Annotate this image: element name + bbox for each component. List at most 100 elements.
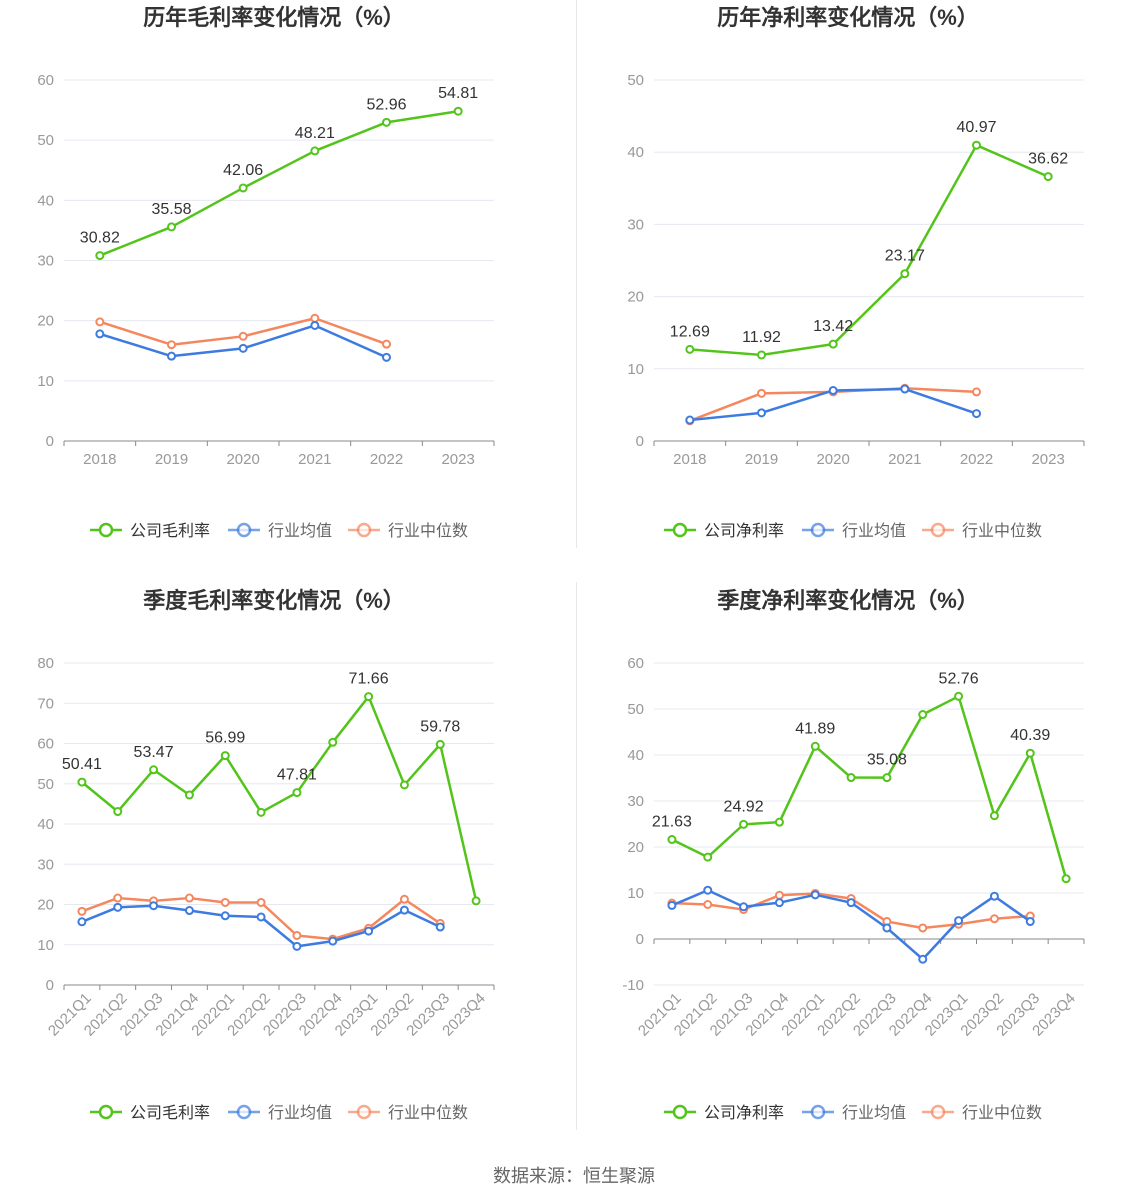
data-point-average[interactable] — [435, 922, 445, 932]
data-point-median[interactable] — [113, 893, 123, 903]
data-point-average[interactable] — [256, 912, 266, 922]
data-point-company[interactable] — [256, 807, 266, 817]
data-point-median[interactable] — [972, 387, 981, 397]
data-point-company[interactable] — [757, 350, 766, 360]
data-point-average[interactable] — [918, 954, 928, 964]
data-point-median[interactable] — [292, 930, 302, 940]
data-point-company[interactable] — [292, 788, 302, 798]
data-point-company[interactable] — [453, 106, 463, 116]
legend-item-average[interactable]: 行业均值 — [802, 522, 906, 540]
data-point-company[interactable] — [95, 251, 105, 261]
data-point-company[interactable] — [685, 344, 695, 354]
data-point-company[interactable] — [382, 117, 391, 127]
data-point-median[interactable] — [310, 313, 320, 323]
data-point-company[interactable] — [739, 819, 749, 829]
data-point-median[interactable] — [77, 906, 87, 916]
data-point-company[interactable] — [399, 780, 409, 790]
data-point-average[interactable] — [774, 898, 784, 908]
data-point-average[interactable] — [292, 941, 302, 951]
data-point-average[interactable] — [1025, 917, 1035, 927]
legend-item-median[interactable]: 行业中位数 — [922, 522, 1042, 540]
data-point-company[interactable] — [184, 790, 194, 800]
data-point-average[interactable] — [882, 923, 892, 933]
data-point-company[interactable] — [364, 692, 374, 702]
data-point-company[interactable] — [972, 140, 981, 150]
data-point-company[interactable] — [220, 751, 230, 761]
data-point-company[interactable] — [77, 777, 87, 787]
data-point-company[interactable] — [846, 773, 856, 783]
data-point-average[interactable] — [954, 916, 964, 926]
data-point-median[interactable] — [757, 388, 766, 398]
data-point-median[interactable] — [399, 894, 409, 904]
data-point-median[interactable] — [703, 900, 713, 909]
data-point-company[interactable] — [149, 765, 159, 775]
legend-item-median[interactable]: 行业中位数 — [348, 522, 468, 540]
data-point-average[interactable] — [972, 409, 981, 419]
data-point-average[interactable] — [739, 902, 749, 912]
data-label: 12.69 — [670, 323, 710, 340]
data-point-median[interactable] — [382, 339, 391, 349]
data-point-company[interactable] — [1025, 748, 1035, 758]
data-point-median[interactable] — [918, 923, 928, 933]
data-point-company[interactable] — [954, 691, 964, 701]
data-point-company[interactable] — [310, 146, 320, 156]
data-point-average[interactable] — [220, 911, 230, 921]
data-point-median[interactable] — [95, 317, 105, 327]
data-point-average[interactable] — [989, 891, 999, 901]
data-point-average[interactable] — [310, 320, 320, 330]
data-point-company[interactable] — [989, 811, 999, 821]
legend-item-average[interactable]: 行业均值 — [802, 1104, 906, 1122]
data-point-company[interactable] — [113, 807, 123, 817]
data-point-median[interactable] — [238, 331, 248, 341]
data-point-average[interactable] — [667, 900, 677, 910]
data-point-company[interactable] — [703, 852, 713, 862]
data-point-median[interactable] — [220, 897, 230, 907]
legend-item-company[interactable]: 公司毛利率 — [90, 1104, 210, 1122]
data-point-average[interactable] — [900, 384, 910, 394]
legend-item-average[interactable]: 行业均值 — [228, 522, 332, 540]
legend-item-median[interactable]: 行业中位数 — [348, 1104, 468, 1122]
data-point-company[interactable] — [882, 773, 892, 783]
legend-item-company[interactable]: 公司毛利率 — [90, 522, 210, 540]
data-point-company[interactable] — [667, 835, 677, 845]
data-point-average[interactable] — [364, 926, 374, 936]
data-point-average[interactable] — [382, 352, 391, 362]
data-point-median[interactable] — [184, 893, 194, 903]
data-point-company[interactable] — [1061, 874, 1071, 884]
data-point-average[interactable] — [399, 905, 409, 915]
data-point-average[interactable] — [238, 343, 248, 353]
data-point-company[interactable] — [810, 741, 820, 751]
legend-item-company[interactable]: 公司净利率 — [664, 522, 784, 540]
data-point-average[interactable] — [685, 415, 695, 425]
data-point-average[interactable] — [828, 385, 838, 395]
data-point-company[interactable] — [1043, 172, 1053, 182]
data-point-average[interactable] — [167, 351, 176, 361]
data-point-company[interactable] — [328, 737, 338, 747]
y-tick-label: 0 — [636, 433, 644, 450]
data-point-company[interactable] — [918, 710, 928, 720]
data-point-average[interactable] — [810, 890, 820, 900]
data-point-average[interactable] — [95, 329, 105, 339]
data-point-median[interactable] — [167, 340, 176, 350]
data-point-average[interactable] — [846, 898, 856, 908]
data-point-median[interactable] — [256, 897, 266, 907]
data-point-average[interactable] — [113, 902, 123, 912]
data-point-company[interactable] — [238, 183, 248, 193]
data-point-median[interactable] — [774, 890, 784, 900]
data-point-company[interactable] — [167, 222, 176, 232]
legend-item-median[interactable]: 行业中位数 — [922, 1104, 1042, 1122]
data-point-company[interactable] — [900, 269, 910, 279]
data-point-median[interactable] — [989, 914, 999, 924]
data-point-average[interactable] — [184, 906, 194, 916]
data-point-company[interactable] — [774, 817, 784, 827]
data-point-company[interactable] — [471, 896, 481, 906]
data-point-average[interactable] — [703, 885, 713, 895]
legend-item-average[interactable]: 行业均值 — [228, 1104, 332, 1122]
legend-item-company[interactable]: 公司净利率 — [664, 1104, 784, 1122]
data-point-average[interactable] — [77, 917, 87, 927]
data-point-average[interactable] — [757, 408, 766, 418]
data-point-company[interactable] — [828, 339, 838, 349]
data-point-average[interactable] — [149, 901, 159, 911]
data-point-company[interactable] — [435, 739, 445, 749]
data-point-average[interactable] — [328, 936, 338, 946]
